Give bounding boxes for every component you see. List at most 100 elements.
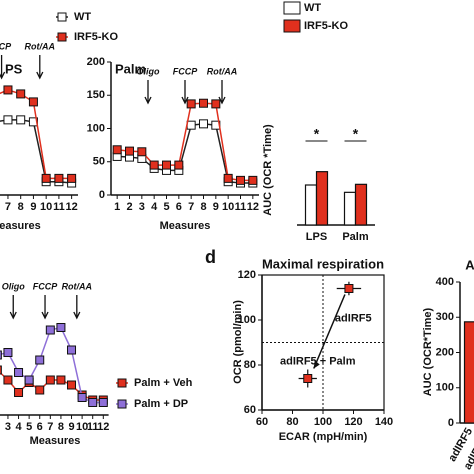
marker <box>117 378 127 388</box>
marker <box>56 323 66 332</box>
arrow-head <box>181 96 189 105</box>
y-tick-label: 200 <box>436 346 454 358</box>
x-tick-label: 11 <box>53 201 65 213</box>
x-tick-label: 6 <box>176 201 182 213</box>
bar <box>463 321 474 424</box>
marker <box>16 115 26 125</box>
legend-label: IRF5-KO <box>74 31 118 43</box>
marker <box>41 173 51 183</box>
y-tick-label: 400 <box>436 276 454 288</box>
marker <box>199 119 208 129</box>
arrow-head <box>36 71 44 80</box>
annotation: Rot/AA <box>62 281 93 291</box>
marker <box>162 160 171 170</box>
marker <box>186 120 196 130</box>
bar <box>304 184 318 226</box>
x-tick-label: 9 <box>30 201 36 213</box>
x-tick-label: 4 <box>151 201 158 213</box>
marker <box>77 393 87 402</box>
x-tick-label: 3 <box>139 201 145 213</box>
y-tick-label: 50 <box>93 156 105 168</box>
x-tick-label: 4 <box>15 421 22 433</box>
x-axis-label: Measures <box>160 220 211 232</box>
annotation: FCCP <box>33 281 58 291</box>
x-tick-label: 12 <box>97 421 109 433</box>
marker <box>54 173 64 183</box>
y-axis-label: AUC (OCR *Time) <box>262 124 274 216</box>
series-line <box>117 102 253 182</box>
x-tick-label: 12 <box>66 201 78 213</box>
x-axis-label: ECAR (mpH/min) <box>279 431 368 443</box>
x-tick-label: 120 <box>344 416 362 428</box>
marker <box>35 385 45 395</box>
marker <box>57 32 67 42</box>
chart-title: PS <box>5 61 23 76</box>
legend-label: Palm + Veh <box>134 377 193 389</box>
arrow-head <box>313 360 320 369</box>
annotation: Rot/AA <box>207 66 238 76</box>
x-tick-label: LPS <box>306 231 327 243</box>
marker <box>137 147 147 157</box>
x-tick-label: 6 <box>37 421 43 433</box>
annotation: FCCP <box>173 66 198 76</box>
arrow-head <box>9 311 17 320</box>
marker <box>211 99 221 109</box>
marker <box>67 345 77 355</box>
marker <box>14 368 24 377</box>
marker <box>98 398 108 407</box>
x-tick-label: 100 <box>314 416 332 428</box>
arrow-head <box>218 96 226 105</box>
point-label: adIRF5 <box>335 312 372 324</box>
marker <box>24 375 34 385</box>
arrow-head <box>41 311 49 320</box>
x-axis-label: easures <box>0 220 41 232</box>
marker <box>199 98 208 108</box>
x-tick-label: 11 <box>87 421 99 433</box>
x-axis-label: Measures <box>30 435 81 447</box>
marker <box>16 89 26 99</box>
marker <box>0 365 2 375</box>
annotation: CCP <box>0 41 12 51</box>
x-tick-label: 60 <box>256 416 268 428</box>
x-tick-label: 8 <box>200 201 206 213</box>
y-axis-label: OCR (pmol/min) <box>232 300 244 384</box>
x-tick-label: 80 <box>286 416 298 428</box>
point-label: adIRF5 + Palm <box>280 355 356 367</box>
legend-label: WT <box>304 2 321 14</box>
marker <box>344 284 354 293</box>
y-tick-label: 150 <box>87 89 105 101</box>
panel-label: d <box>205 247 216 267</box>
y-axis-label: AUC (OCR*Time) <box>422 307 434 396</box>
annotation: Oligo <box>2 281 25 291</box>
x-tick-label: 3 <box>5 421 11 433</box>
marker <box>45 325 55 335</box>
marker <box>35 355 45 365</box>
x-tick-label: 10 <box>76 421 88 433</box>
x-tick-label: 8 <box>18 201 24 213</box>
y-tick-label: 0 <box>448 417 454 429</box>
arrow-head <box>73 311 81 320</box>
bar <box>343 191 357 226</box>
x-tick-label: Palm <box>342 231 369 243</box>
marker <box>149 160 159 170</box>
marker <box>248 175 258 185</box>
marker <box>67 173 77 183</box>
marker <box>174 160 184 170</box>
x-tick-label: 9 <box>213 201 219 213</box>
y-tick-label: 0 <box>99 189 105 201</box>
x-tick-label: 10 <box>40 201 52 213</box>
y-tick-label: 200 <box>87 56 105 68</box>
y-tick-label: 120 <box>238 269 256 281</box>
x-tick-label: 5 <box>26 421 32 433</box>
bar <box>354 183 368 226</box>
marker <box>125 146 134 156</box>
annotation: Oligo <box>137 66 160 76</box>
y-tick-label: 80 <box>244 359 256 371</box>
legend-label: WT <box>74 11 91 23</box>
x-tick-label: 10 <box>222 201 234 213</box>
significance-label: * <box>314 126 320 142</box>
marker <box>3 115 13 125</box>
marker <box>0 350 2 360</box>
